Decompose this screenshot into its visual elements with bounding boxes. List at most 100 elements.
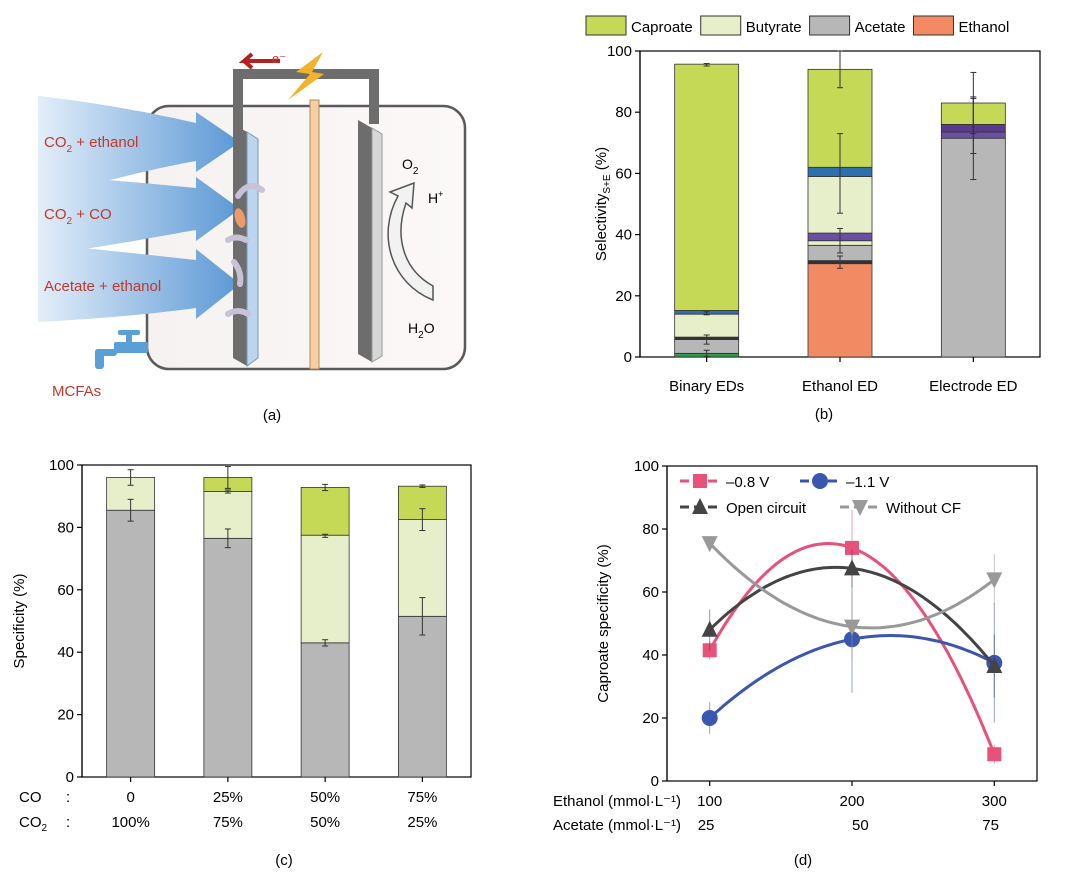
hplus-label: H+ bbox=[428, 189, 443, 206]
microbe-icon bbox=[235, 183, 265, 199]
bar-segment bbox=[106, 509, 156, 778]
legend-label: Caproate bbox=[631, 19, 693, 36]
panel-label-c: (c) bbox=[275, 852, 293, 869]
y-tick-label: 60 bbox=[615, 165, 632, 182]
microbe-icon bbox=[231, 259, 244, 287]
electron-arrow bbox=[238, 52, 280, 70]
y-tick-label: 40 bbox=[642, 647, 659, 664]
marker-triangle-up bbox=[986, 657, 1003, 674]
anode-face bbox=[371, 127, 383, 363]
y-tick-label: 60 bbox=[57, 582, 74, 599]
input-label-2: CO2 + CO bbox=[44, 206, 112, 227]
y-tick-label: 20 bbox=[615, 288, 632, 305]
x-tick-label: 50% bbox=[310, 789, 340, 806]
panel-label-a: (a) bbox=[263, 407, 281, 424]
y-tick-label: 80 bbox=[642, 521, 659, 538]
external-circuit bbox=[233, 69, 379, 130]
marker-triangle-down bbox=[986, 572, 1003, 589]
x-tick-label: Ethanol ED bbox=[802, 378, 878, 395]
bar-segment bbox=[674, 313, 740, 338]
y-axis-label: Specificity (%) bbox=[11, 573, 28, 668]
input-label-3: Acetate + ethanol bbox=[44, 278, 161, 295]
x-tick-label: Electrode ED bbox=[929, 378, 1018, 395]
bar-segment bbox=[300, 534, 350, 644]
x-tick-label-2: 50% bbox=[310, 814, 340, 831]
o2-label: O2 bbox=[402, 156, 419, 177]
microbe-icon bbox=[234, 208, 246, 228]
legend-swatch bbox=[912, 15, 954, 36]
caproate-specificity-chart: 0 20 40 60 80 100 Caproate specificity (%) 100 2… bbox=[553, 458, 1038, 834]
marker-square bbox=[845, 540, 859, 555]
selectivity-chart: 0 20 40 60 80 100 SelectivityS+E (%) Binary EDs… bbox=[585, 15, 1041, 395]
x-tick-label: 25% bbox=[213, 789, 243, 806]
marker-triangle-down bbox=[844, 619, 860, 636]
y-tick-label: 60 bbox=[642, 584, 659, 601]
bar-segment bbox=[300, 487, 350, 536]
x-tick-label: 100 bbox=[697, 793, 722, 810]
marker-triangle-up bbox=[844, 559, 860, 576]
y-axis-label: Caproate specificity (%) bbox=[595, 544, 612, 702]
row-label: Ethanol (mmol·L⁻¹) bbox=[553, 793, 681, 810]
marker-triangle-down bbox=[852, 500, 868, 516]
input-arrow-3 bbox=[38, 244, 240, 322]
marker-circle bbox=[812, 473, 828, 489]
specificity-chart: 0 20 40 60 80 100 Specificity (%) 0 100% 25% 75% 50… bbox=[11, 457, 472, 834]
tap-icon bbox=[95, 330, 148, 369]
microbe-icon bbox=[225, 308, 251, 317]
y-tick-label: 0 bbox=[651, 773, 659, 790]
x-tick-label-2: 75 bbox=[982, 817, 999, 834]
y-tick-label: 100 bbox=[634, 458, 659, 475]
row-label: CO2: bbox=[19, 814, 70, 834]
y-tick-label: 0 bbox=[66, 769, 74, 786]
bar-segment bbox=[807, 263, 873, 358]
electron-label: e⁻ bbox=[272, 51, 286, 66]
cell-diagram: CO2 + ethanol CO2 + CO Acetate + ethanol… bbox=[38, 51, 467, 400]
y-tick-label: 100 bbox=[607, 43, 632, 60]
x-tick-label: Binary EDs bbox=[669, 378, 744, 395]
y-tick-label: 40 bbox=[615, 227, 632, 244]
y-tick-label: 0 bbox=[624, 349, 632, 366]
microbe-icon bbox=[225, 234, 249, 243]
legend-label: Acetate bbox=[855, 19, 906, 36]
h2o-label: H2O bbox=[408, 320, 435, 341]
legend-swatch bbox=[809, 15, 851, 36]
x-tick-label: 0 bbox=[126, 789, 134, 806]
legend-label: –0.8 V bbox=[726, 474, 769, 491]
cathode-face bbox=[246, 131, 259, 367]
y-tick-label: 80 bbox=[57, 519, 74, 536]
bar-segment bbox=[300, 642, 350, 778]
legend-swatch bbox=[585, 15, 627, 36]
marker-square bbox=[693, 474, 707, 488]
marker-triangle-down bbox=[701, 536, 718, 553]
y-tick-label: 20 bbox=[642, 710, 659, 727]
y-tick-label: 100 bbox=[49, 457, 74, 474]
legend-swatch bbox=[700, 15, 742, 36]
x-tick-label: 200 bbox=[839, 793, 864, 810]
legend-label: Ethanol bbox=[958, 19, 1009, 36]
y-tick-label: 20 bbox=[57, 707, 74, 724]
marker-square bbox=[987, 747, 1002, 762]
marker-circle bbox=[701, 710, 718, 726]
membrane bbox=[309, 99, 320, 370]
marker-triangle-up bbox=[692, 498, 708, 514]
water-oxidation-arrow bbox=[387, 181, 434, 302]
lightning-icon bbox=[288, 52, 324, 100]
x-tick-label: 75% bbox=[407, 789, 437, 806]
y-axis-label: SelectivityS+E (%) bbox=[593, 147, 613, 261]
input-label-1: CO2 + ethanol bbox=[44, 134, 138, 155]
legend-label: –1.1 V bbox=[846, 474, 889, 491]
legend-label: Open circuit bbox=[726, 500, 807, 517]
x-tick-label-2: 100% bbox=[111, 814, 149, 831]
bar-segment bbox=[203, 537, 253, 778]
panel-label-b: (b) bbox=[815, 406, 833, 423]
y-tick-label: 40 bbox=[57, 644, 74, 661]
bar-segment bbox=[674, 63, 740, 311]
marker-triangle-up bbox=[701, 620, 718, 637]
y-tick-label: 80 bbox=[615, 104, 632, 121]
panel-label-d: (d) bbox=[794, 852, 812, 869]
x-tick-label-2: 25 bbox=[698, 817, 715, 834]
x-tick-label-2: 75% bbox=[213, 814, 243, 831]
row-label: CO: bbox=[19, 789, 70, 806]
row-label: Acetate (mmol·L⁻¹) bbox=[553, 817, 681, 834]
